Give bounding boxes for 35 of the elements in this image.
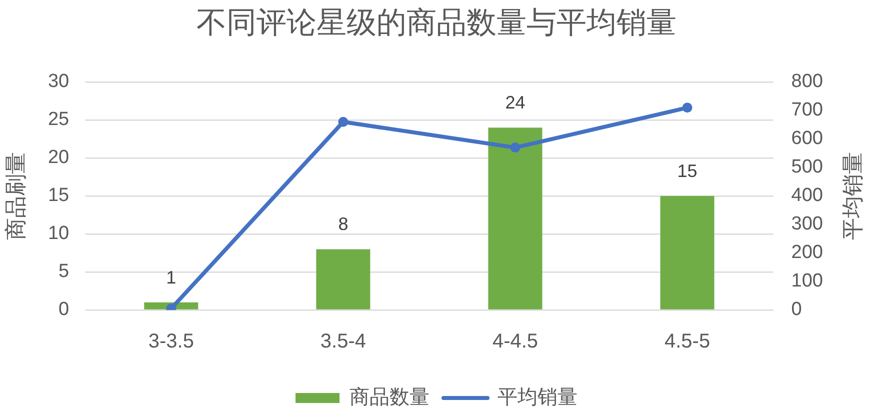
bar [316, 249, 370, 310]
y-tick-label: 10 [48, 223, 70, 244]
y-tick-label: 15 [48, 185, 70, 206]
point [682, 102, 692, 113]
x-tick-label: 4-4.5 [492, 330, 538, 353]
bar [660, 196, 714, 310]
y2-tick-label: 0 [791, 299, 802, 320]
y2-axis-title: 平均销量 [840, 152, 866, 240]
point [338, 116, 348, 127]
y-tick-label: 25 [48, 109, 70, 130]
y-axis-title: 商品刷量 [3, 152, 28, 240]
point [510, 142, 520, 153]
data-label: 15 [677, 160, 698, 181]
x-tick-label: 4.5-5 [664, 330, 710, 353]
y2-tick-label: 600 [791, 128, 823, 150]
y-tick-label: 0 [58, 299, 70, 320]
y2-tick-label: 800 [791, 71, 823, 92]
y-tick-label: 5 [58, 261, 70, 282]
y2-tick-label: 300 [791, 214, 823, 235]
bar [488, 128, 542, 310]
y-tick-label: 20 [48, 147, 70, 168]
data-label: 8 [338, 214, 348, 234]
legend-label: 平均销量 [498, 386, 578, 409]
y2-tick-label: 400 [791, 185, 823, 206]
y2-tick-label: 700 [791, 100, 823, 121]
chart-title: 不同评论星级的商品数量与平均销量 [196, 6, 676, 40]
y2-tick-label: 200 [791, 242, 823, 264]
x-tick-label: 3.5-4 [320, 330, 366, 353]
y2-tick-label: 100 [791, 270, 823, 292]
legend-label: 商品数量 [350, 386, 430, 409]
data-label: 1 [166, 267, 176, 288]
x-tick-label: 3-3.5 [148, 330, 194, 353]
y-tick-label: 30 [48, 71, 70, 92]
y2-tick-label: 500 [791, 156, 823, 178]
data-label: 24 [505, 92, 526, 113]
